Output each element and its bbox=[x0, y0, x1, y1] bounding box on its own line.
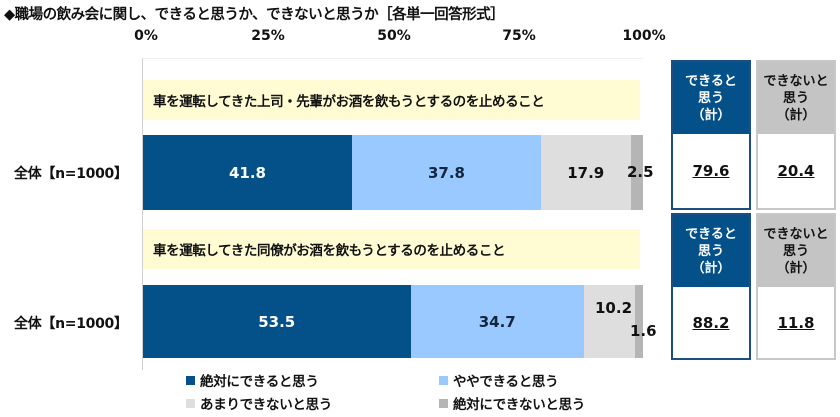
summary-cannot-header: できないと 思う （計） bbox=[758, 62, 834, 134]
summary-cannot-value: 20.4 bbox=[758, 134, 834, 208]
question-label-2: 車を運転してきた同僚がお酒を飲もうとするのを止めること bbox=[143, 229, 640, 269]
header-line: できると bbox=[685, 226, 737, 242]
bar-segment-not-really-can: 17.9 bbox=[541, 135, 631, 210]
value-label: 41.8 bbox=[228, 163, 266, 182]
axis-tick-50: 50% bbox=[377, 28, 411, 44]
bar-segment-somewhat-can: 34.7 bbox=[410, 285, 584, 358]
value-label: 17.9 bbox=[567, 163, 605, 182]
header-line: （計） bbox=[691, 260, 731, 276]
legend-swatch-icon bbox=[439, 375, 448, 385]
summary-cannot-2: できないと 思う （計） 11.8 bbox=[756, 213, 836, 360]
axis-tick-0: 0% bbox=[134, 28, 158, 44]
summary-can-value: 88.2 bbox=[673, 287, 749, 358]
legend-somewhat-can: ややできると思う bbox=[439, 370, 559, 390]
header-line: （計） bbox=[691, 107, 731, 123]
value-label-outside: 1.6 bbox=[630, 322, 657, 340]
question-label-1: 車を運転してきた上司・先輩がお酒を飲もうとするのを止めること bbox=[143, 80, 640, 120]
legend-not-really-can: あまりできないと思う bbox=[186, 393, 332, 413]
summary-cannot-header: できないと 思う （計） bbox=[758, 215, 834, 287]
header-line: 思う bbox=[782, 243, 809, 259]
stacked-bar-1: 41.8 37.8 17.9 bbox=[143, 135, 643, 210]
chart-title: ◆職場の飲み会に関し、できると思うか、できないと思うか［各単一回答形式］ bbox=[4, 7, 505, 23]
header-line: できないと bbox=[763, 226, 829, 242]
value-label-outside: 2.5 bbox=[627, 163, 654, 181]
header-line: 思う bbox=[782, 90, 809, 106]
legend-absolutely-cannot: 絶対にできないと思う bbox=[439, 393, 585, 413]
axis-tick-25: 25% bbox=[251, 28, 285, 44]
bar-segment-absolutely-can: 41.8 bbox=[143, 135, 352, 210]
summary-can-2: できると 思う （計） 88.2 bbox=[671, 213, 751, 360]
bar-segment-absolutely-cannot bbox=[630, 135, 643, 210]
legend-label: あまりできないと思う bbox=[200, 397, 332, 413]
row-label-2: 全体【n=1000】 bbox=[14, 316, 128, 332]
legend-swatch-icon bbox=[439, 398, 448, 408]
summary-can-header: できると 思う （計） bbox=[673, 215, 749, 287]
legend-label: ややできると思う bbox=[453, 374, 559, 390]
header-line: 思う bbox=[697, 90, 724, 106]
plot-area bbox=[142, 58, 643, 370]
header-line: できないと bbox=[763, 73, 829, 89]
legend-swatch-icon bbox=[186, 398, 195, 408]
legend-label: 絶対にできないと思う bbox=[453, 397, 585, 413]
value-label: 34.7 bbox=[478, 312, 516, 331]
legend-absolutely-can: 絶対にできると思う bbox=[186, 370, 319, 390]
axis-tick-100: 100% bbox=[622, 28, 666, 44]
summary-can-value: 79.6 bbox=[673, 134, 749, 208]
legend-swatch-icon bbox=[186, 375, 195, 385]
bar-segment-absolutely-cannot bbox=[635, 285, 643, 358]
bar-segment-not-really-can bbox=[584, 285, 635, 358]
summary-cannot-1: できないと 思う （計） 20.4 bbox=[756, 60, 836, 210]
axis-tick-75: 75% bbox=[502, 28, 536, 44]
row-label-1: 全体【n=1000】 bbox=[14, 166, 128, 182]
header-line: 思う bbox=[697, 243, 724, 259]
header-line: （計） bbox=[776, 107, 816, 123]
header-line: できると bbox=[685, 73, 737, 89]
summary-can-header: できると 思う （計） bbox=[673, 62, 749, 134]
summary-can-1: できると 思う （計） 79.6 bbox=[671, 60, 751, 210]
value-label: 53.5 bbox=[258, 312, 296, 331]
value-label: 37.8 bbox=[427, 163, 465, 182]
value-label-outside: 10.2 bbox=[595, 299, 633, 317]
header-line: （計） bbox=[776, 260, 816, 276]
bar-segment-absolutely-can: 53.5 bbox=[143, 285, 411, 358]
stacked-bar-2: 53.5 34.7 bbox=[143, 285, 643, 358]
summary-cannot-value: 11.8 bbox=[758, 287, 834, 358]
bar-segment-somewhat-can: 37.8 bbox=[352, 135, 541, 210]
legend-label: 絶対にできると思う bbox=[200, 374, 319, 390]
